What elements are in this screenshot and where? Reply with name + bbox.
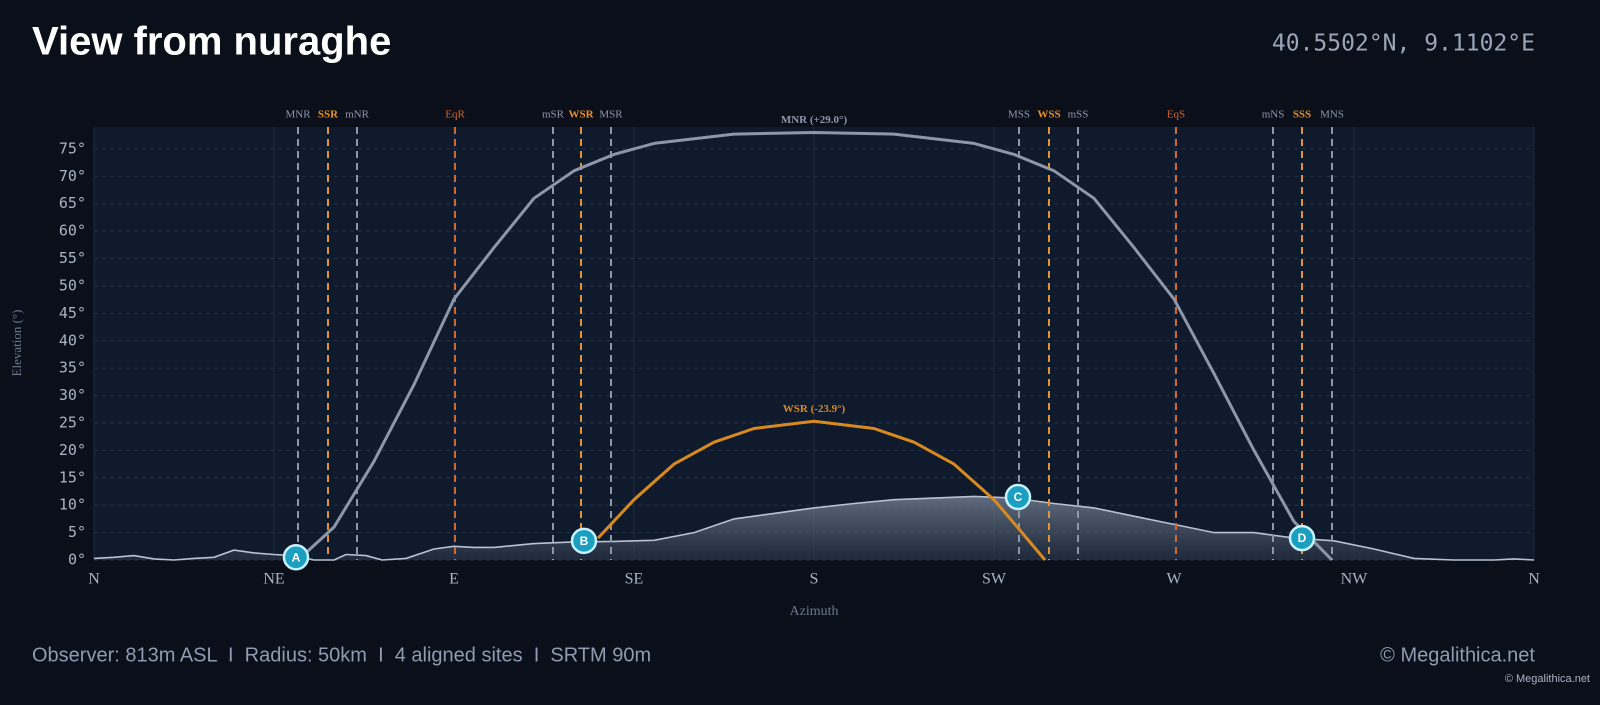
y-tick-label: 70° — [59, 167, 86, 185]
alignment-label: MSS — [1008, 109, 1030, 121]
y-tick-label: 15° — [59, 468, 86, 486]
site-marker — [570, 527, 598, 555]
x-tick-label: N — [88, 571, 100, 588]
x-tick-label: W — [1166, 571, 1182, 588]
sun-path — [296, 131, 1334, 562]
y-tick-label: 65° — [59, 194, 86, 212]
y-tick-label: 75° — [59, 139, 86, 157]
alignment-label: mNR — [345, 109, 370, 121]
y-tick-label: 60° — [59, 222, 86, 240]
y-tick-label: 0° — [68, 551, 86, 569]
alignment-label: SSS — [1293, 109, 1311, 121]
y-tick-label: 5° — [68, 523, 86, 541]
sun-path — [596, 419, 1047, 561]
site-label: A — [292, 550, 301, 564]
alignment-label: WSS — [1037, 109, 1060, 121]
alignment-label: WSR — [568, 109, 594, 121]
y-axis-title: Elevation (°) — [9, 310, 24, 377]
y-tick-label: 50° — [59, 276, 86, 294]
alignment-label: MNS — [1320, 109, 1344, 121]
y-tick-label: 45° — [59, 304, 86, 322]
plot: 0° 5° 10° 15° 20° 25° 30° 35° 40° 45° 50° 55° 60° 65°… — [59, 109, 1540, 588]
x-tick-label: NW — [1341, 571, 1369, 588]
alignment-label: mSR — [542, 109, 565, 121]
y-tick-label: 10° — [59, 496, 86, 514]
footer-info: Observer: 813m ASL I Radius: 50km I 4 al… — [32, 644, 651, 666]
y-tick-label: 20° — [59, 441, 86, 459]
y-tick-label: 30° — [59, 386, 86, 404]
alignment-label: EqS — [1167, 109, 1185, 121]
horizon-area — [94, 496, 1534, 560]
x-tick-label: E — [449, 571, 459, 588]
alignment-label: MNR — [285, 109, 311, 121]
coordinates: 40.5502°N, 9.1102°E — [1272, 31, 1535, 57]
site-marker — [282, 544, 310, 571]
y-tick-label: 55° — [59, 249, 86, 267]
x-axis-title: Azimuth — [790, 604, 839, 619]
site-marker — [1004, 483, 1032, 511]
alignment-label: MSR — [599, 109, 623, 121]
site-label: D — [1298, 531, 1307, 545]
alignment-label: EqR — [445, 109, 465, 121]
footer-credit: © Megalithica.net — [1505, 673, 1590, 685]
site-label: B — [580, 534, 589, 548]
y-tick-label: 40° — [59, 331, 86, 349]
y-tick-label: 25° — [59, 413, 86, 431]
page-title: View from nuraghe — [32, 20, 391, 64]
x-tick-label: NE — [263, 571, 284, 588]
site-marker — [1288, 524, 1316, 552]
footer-brand: © Megalithica.net — [1380, 644, 1535, 666]
curve-label: WSR (-23.9°) — [783, 403, 846, 415]
alignment-label: SSR — [318, 109, 339, 121]
x-tick-label: SE — [625, 571, 644, 588]
alignment-label: mSS — [1068, 109, 1089, 121]
curve-label: MNR (+29.0°) — [781, 114, 848, 126]
horizon-line — [93, 495, 1535, 561]
x-tick-label: S — [810, 571, 819, 588]
y-tick-label: 35° — [59, 359, 86, 377]
x-tick-label: N — [1528, 571, 1540, 588]
site-label: C — [1014, 490, 1023, 504]
x-tick-label: SW — [982, 571, 1007, 588]
alignment-label: mNS — [1262, 109, 1285, 121]
